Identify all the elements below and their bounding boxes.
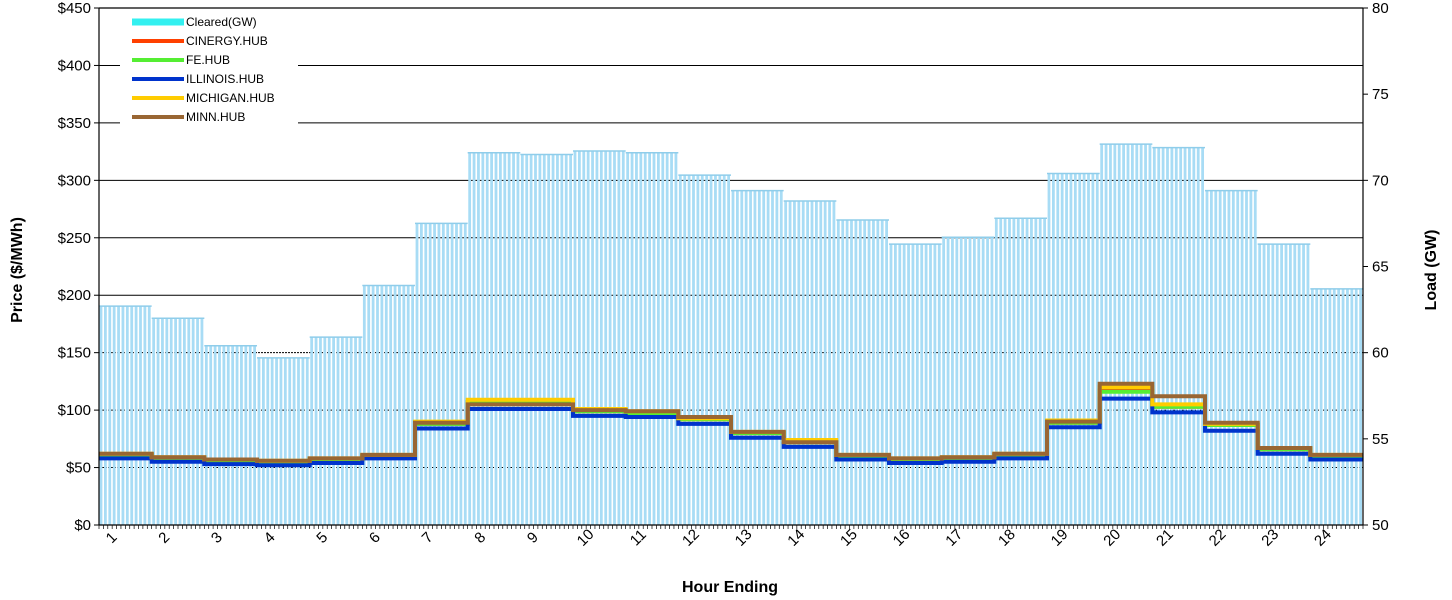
x-tick-label: 24	[1311, 526, 1335, 550]
x-tick-label: 2	[155, 529, 173, 547]
load-bar	[1205, 189, 1258, 525]
legend-label: CINERGY.HUB	[186, 34, 268, 48]
load-bar	[204, 345, 257, 525]
y-right-tick-label: 60	[1372, 345, 1389, 362]
load-bar	[836, 219, 889, 525]
legend-item: Cleared(GW)	[132, 15, 257, 29]
x-tick-label: 5	[313, 529, 331, 547]
x-tick-label: 3	[208, 529, 226, 547]
load-bar	[994, 217, 1047, 525]
x-tick-label: 16	[890, 526, 914, 550]
x-tick-label: 4	[261, 529, 279, 547]
y-left-tick-label: $350	[58, 115, 91, 132]
x-tick-label: 15	[837, 526, 861, 550]
axes: $0 $50 $100 $150 $200 $250 $300 $350 $400 $450 50 5…	[58, 0, 1389, 550]
x-tick-label: 6	[366, 529, 384, 547]
series-line-minn-hub	[99, 381, 1363, 463]
y-right-tick-label: 50	[1372, 517, 1389, 534]
load-bar	[783, 200, 837, 525]
y-right-tick-label: 55	[1372, 431, 1389, 448]
x-axis-title: Hour Ending	[682, 579, 778, 596]
legend-label: MINN.HUB	[186, 110, 245, 124]
load-bar	[467, 152, 521, 525]
load-bar	[257, 357, 310, 525]
y-left-tick-label: $400	[58, 57, 91, 74]
x-tick-label: 18	[995, 526, 1019, 550]
load-bar	[99, 305, 152, 525]
legend-item: FE.HUB	[132, 53, 230, 67]
x-tick-label: 12	[679, 526, 703, 550]
legend-label: FE.HUB	[186, 53, 230, 67]
y-left-tick-label: $100	[58, 402, 91, 419]
y-left-tick-label: $150	[58, 345, 91, 362]
x-tick-label: 13	[732, 526, 756, 550]
legend-item: MINN.HUB	[132, 110, 245, 124]
y-right-tick-label: 70	[1372, 172, 1389, 189]
load-bar	[151, 317, 205, 525]
y-left-tick-label: $250	[58, 230, 91, 247]
legend-item: MICHIGAN.HUB	[132, 91, 275, 105]
load-bar	[889, 243, 942, 525]
load-bar	[415, 222, 468, 525]
load-bar	[941, 236, 995, 525]
price-lines	[99, 381, 1363, 468]
legend-label: MICHIGAN.HUB	[186, 91, 275, 105]
x-tick-label: 20	[1100, 526, 1124, 550]
legend-label: ILLINOIS.HUB	[186, 72, 264, 86]
x-tick-label: 7	[419, 529, 437, 547]
y-left-tick-label: $200	[58, 287, 91, 304]
x-tick-label: 23	[1258, 526, 1282, 550]
legend-label: Cleared(GW)	[186, 15, 257, 29]
y-right-tick-label: 80	[1372, 0, 1389, 17]
x-tick-label: 21	[1153, 526, 1177, 550]
x-tick-label: 14	[784, 526, 808, 550]
y-right-tick-label: 75	[1372, 86, 1389, 103]
load-bar	[362, 284, 415, 525]
x-tick-label: 22	[1206, 526, 1230, 550]
legend: Cleared(GW) CINERGY.HUB FE.HUB ILLINOIS.HUB…	[120, 12, 298, 130]
x-tick-label: 9	[524, 529, 542, 547]
y-left-tick-label: $300	[58, 172, 91, 189]
load-bar	[520, 153, 573, 525]
load-bar	[1257, 243, 1311, 525]
y-axis-left-title: Price ($/MWh)	[9, 217, 26, 323]
legend-item: CINERGY.HUB	[132, 34, 268, 48]
x-tick-label: 1	[103, 529, 121, 547]
load-bar	[1099, 143, 1153, 526]
load-bar	[1047, 172, 1100, 525]
load-bar	[678, 174, 731, 525]
load-bar	[731, 189, 784, 525]
y-left-tick-label: $50	[66, 460, 91, 477]
y-axis-right-title: Load (GW)	[1423, 230, 1440, 311]
load-bar	[625, 152, 679, 525]
load-bar	[1152, 146, 1205, 525]
y-left-tick-label: $450	[58, 0, 91, 17]
load-bars	[99, 143, 1363, 526]
load-bar	[309, 336, 363, 525]
x-tick-label: 19	[1048, 526, 1072, 550]
x-tick-label: 17	[942, 526, 966, 550]
legend-box	[120, 12, 298, 130]
x-tick-label: 11	[627, 526, 650, 549]
load-bar	[1310, 288, 1363, 525]
x-tick-label: 10	[574, 526, 598, 550]
legend-item: ILLINOIS.HUB	[132, 72, 264, 86]
y-right-tick-label: 65	[1372, 259, 1389, 276]
load-bar	[573, 150, 626, 525]
y-left-tick-label: $0	[74, 517, 91, 534]
x-tick-label: 8	[471, 529, 489, 547]
